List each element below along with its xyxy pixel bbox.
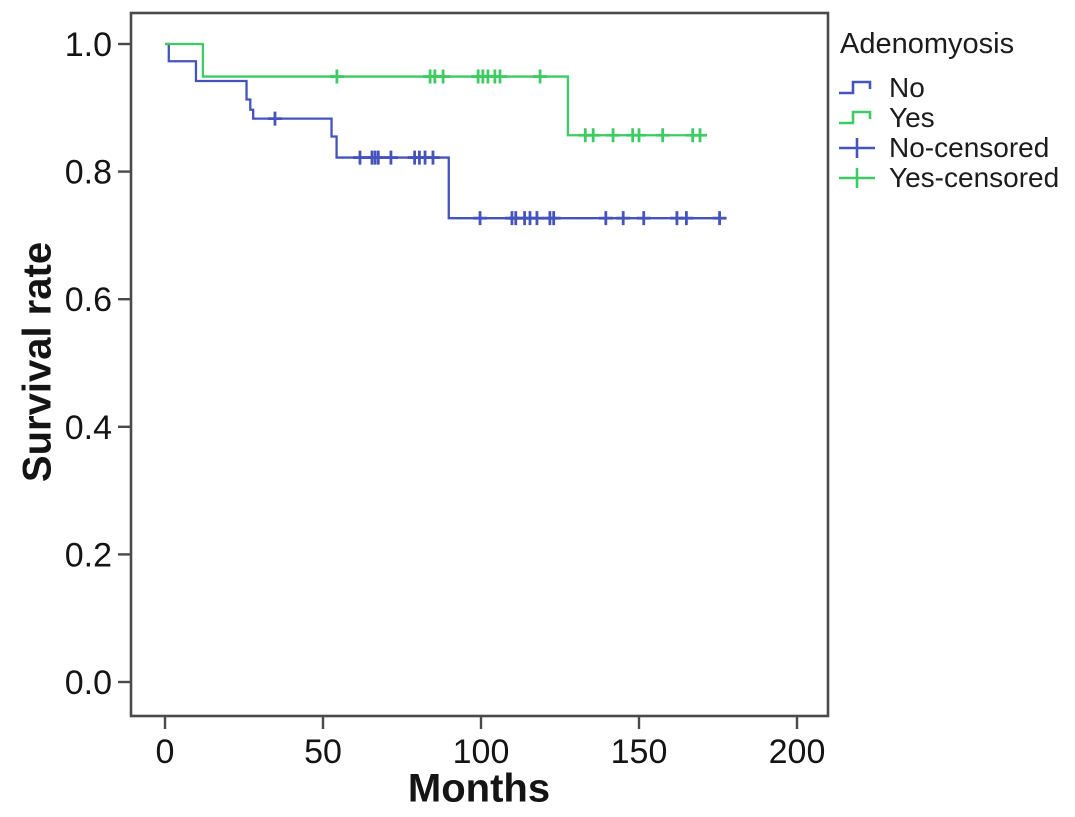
censored-mark-no	[529, 211, 544, 226]
censored-mark-yes	[329, 69, 344, 84]
yes-censored-plus-key-icon	[839, 168, 875, 188]
legend-item-yes: Yes	[838, 102, 1070, 133]
censored-mark-yes	[533, 69, 548, 84]
y-tick-label: 1.0	[65, 26, 112, 64]
legend-title: Adenomyosis	[840, 28, 1015, 60]
x-axis-title: Months	[407, 766, 551, 811]
censored-mark-no	[679, 211, 694, 226]
y-tick-label: 0.6	[65, 281, 112, 319]
censored-mark-no	[636, 211, 651, 226]
x-axis: 0 50 100 150 200	[156, 716, 826, 771]
plot-border	[129, 11, 830, 718]
legend-item-label: Yes-censored	[889, 162, 1060, 193]
censored-mark-yes	[586, 128, 601, 143]
censored-mark-no	[546, 211, 561, 226]
censored-mark-no	[352, 150, 367, 165]
y-tick-label: 0.4	[65, 409, 112, 447]
legend-item-yes-censored: Yes-censored	[838, 162, 1070, 193]
legend-item-label: No-censored	[889, 132, 1050, 163]
censored-mark-no	[371, 150, 386, 165]
censored-mark-no	[425, 150, 440, 165]
censored-mark-no	[473, 211, 488, 226]
y-tick-label: 0.8	[65, 154, 112, 192]
survival-curve-no	[165, 42, 725, 220]
legend: Adenomyosis No Yes No-censored Yes-censo…	[838, 28, 1070, 193]
censored-mark-yes	[655, 128, 670, 143]
series-yes	[165, 42, 707, 143]
x-tick-label: 50	[304, 733, 342, 771]
yes-survival-line-key-icon	[839, 110, 872, 125]
censored-mark-no	[267, 111, 282, 126]
censored-mark-no	[383, 150, 398, 165]
x-tick-label: 150	[611, 733, 668, 771]
x-tick-label: 100	[453, 733, 510, 771]
series-no	[165, 42, 727, 226]
y-axis-title: Survival rate	[15, 241, 60, 483]
legend-item-no-censored: No-censored	[838, 132, 1070, 163]
censored-mark-yes	[632, 128, 646, 143]
no-survival-line-key-icon	[839, 80, 872, 95]
censored-mark-yes	[606, 128, 621, 143]
y-tick-label: 0.2	[65, 536, 112, 574]
censored-mark-no	[712, 211, 727, 226]
censored-mark-yes	[436, 69, 451, 84]
legend-item-label: Yes	[889, 102, 935, 133]
x-tick-label: 0	[156, 733, 175, 771]
y-axis: 0.0 0.2 0.4 0.6 0.8 1.0	[65, 26, 131, 702]
legend-item-label: No	[889, 72, 925, 103]
censored-mark-yes	[492, 69, 507, 84]
censored-mark-yes	[692, 128, 707, 143]
no-censored-plus-key-icon	[839, 138, 875, 158]
censored-mark-no	[616, 211, 631, 226]
x-tick-label: 200	[769, 733, 826, 771]
censored-mark-no	[598, 211, 613, 226]
legend-item-no: No	[838, 72, 1070, 103]
y-tick-label: 0.0	[65, 664, 112, 702]
